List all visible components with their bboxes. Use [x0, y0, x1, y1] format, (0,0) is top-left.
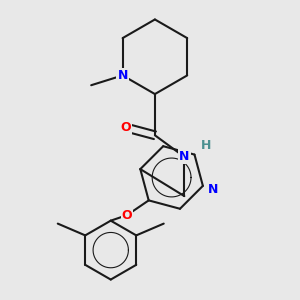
Text: N: N [208, 183, 218, 196]
Text: H: H [201, 139, 211, 152]
Text: O: O [120, 121, 131, 134]
Text: N: N [179, 150, 190, 164]
Text: N: N [117, 69, 128, 82]
Text: O: O [122, 208, 132, 222]
